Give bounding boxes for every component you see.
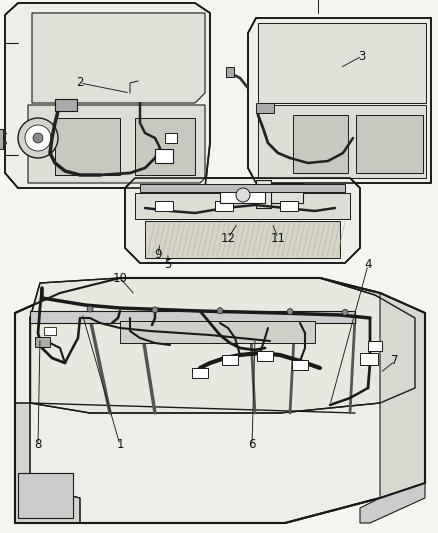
Text: 10: 10 <box>113 271 127 285</box>
Polygon shape <box>380 293 425 498</box>
Polygon shape <box>258 23 426 103</box>
Bar <box>222 355 238 365</box>
Polygon shape <box>125 178 360 263</box>
Bar <box>140 184 345 192</box>
Polygon shape <box>135 118 195 175</box>
Bar <box>263 183 303 203</box>
Polygon shape <box>145 221 340 258</box>
Polygon shape <box>32 13 205 103</box>
Circle shape <box>287 309 293 314</box>
Polygon shape <box>55 118 120 175</box>
Bar <box>44 327 56 335</box>
Polygon shape <box>360 483 425 523</box>
Text: 4: 4 <box>364 259 372 271</box>
Text: 2: 2 <box>76 77 84 90</box>
Bar <box>30 311 355 323</box>
Bar <box>226 67 234 77</box>
Circle shape <box>18 118 58 158</box>
Bar <box>257 351 273 361</box>
Bar <box>18 473 73 518</box>
Circle shape <box>25 125 51 151</box>
Bar <box>256 103 274 113</box>
Bar <box>120 321 315 343</box>
Polygon shape <box>30 278 415 413</box>
Text: 8: 8 <box>34 439 42 451</box>
Bar <box>165 133 177 143</box>
Polygon shape <box>15 403 80 523</box>
Circle shape <box>33 133 43 143</box>
Bar <box>292 360 308 370</box>
Circle shape <box>87 306 93 312</box>
Bar <box>155 149 173 163</box>
Text: 1: 1 <box>116 439 124 451</box>
Bar <box>215 201 233 211</box>
Text: 12: 12 <box>220 231 236 245</box>
Bar <box>368 341 382 351</box>
Text: 6: 6 <box>248 439 256 451</box>
Bar <box>55 99 77 111</box>
Polygon shape <box>135 193 350 219</box>
Bar <box>192 368 208 378</box>
Bar <box>280 201 298 211</box>
Polygon shape <box>28 105 205 183</box>
Polygon shape <box>248 18 431 183</box>
Circle shape <box>236 188 250 202</box>
Polygon shape <box>5 3 210 188</box>
Text: 11: 11 <box>271 231 286 245</box>
Circle shape <box>342 309 348 316</box>
Circle shape <box>217 308 223 314</box>
Bar <box>155 201 173 211</box>
Polygon shape <box>356 115 423 173</box>
Text: 5: 5 <box>164 259 172 271</box>
Text: 3: 3 <box>358 50 366 62</box>
Bar <box>220 185 265 203</box>
Text: 9: 9 <box>154 248 162 262</box>
Text: 7: 7 <box>391 354 399 367</box>
Polygon shape <box>258 105 426 178</box>
Bar <box>0 129 3 149</box>
Bar <box>35 337 50 347</box>
Polygon shape <box>15 278 425 523</box>
Bar <box>256 180 271 208</box>
Polygon shape <box>293 115 348 173</box>
Circle shape <box>152 307 158 313</box>
Bar <box>360 353 378 365</box>
